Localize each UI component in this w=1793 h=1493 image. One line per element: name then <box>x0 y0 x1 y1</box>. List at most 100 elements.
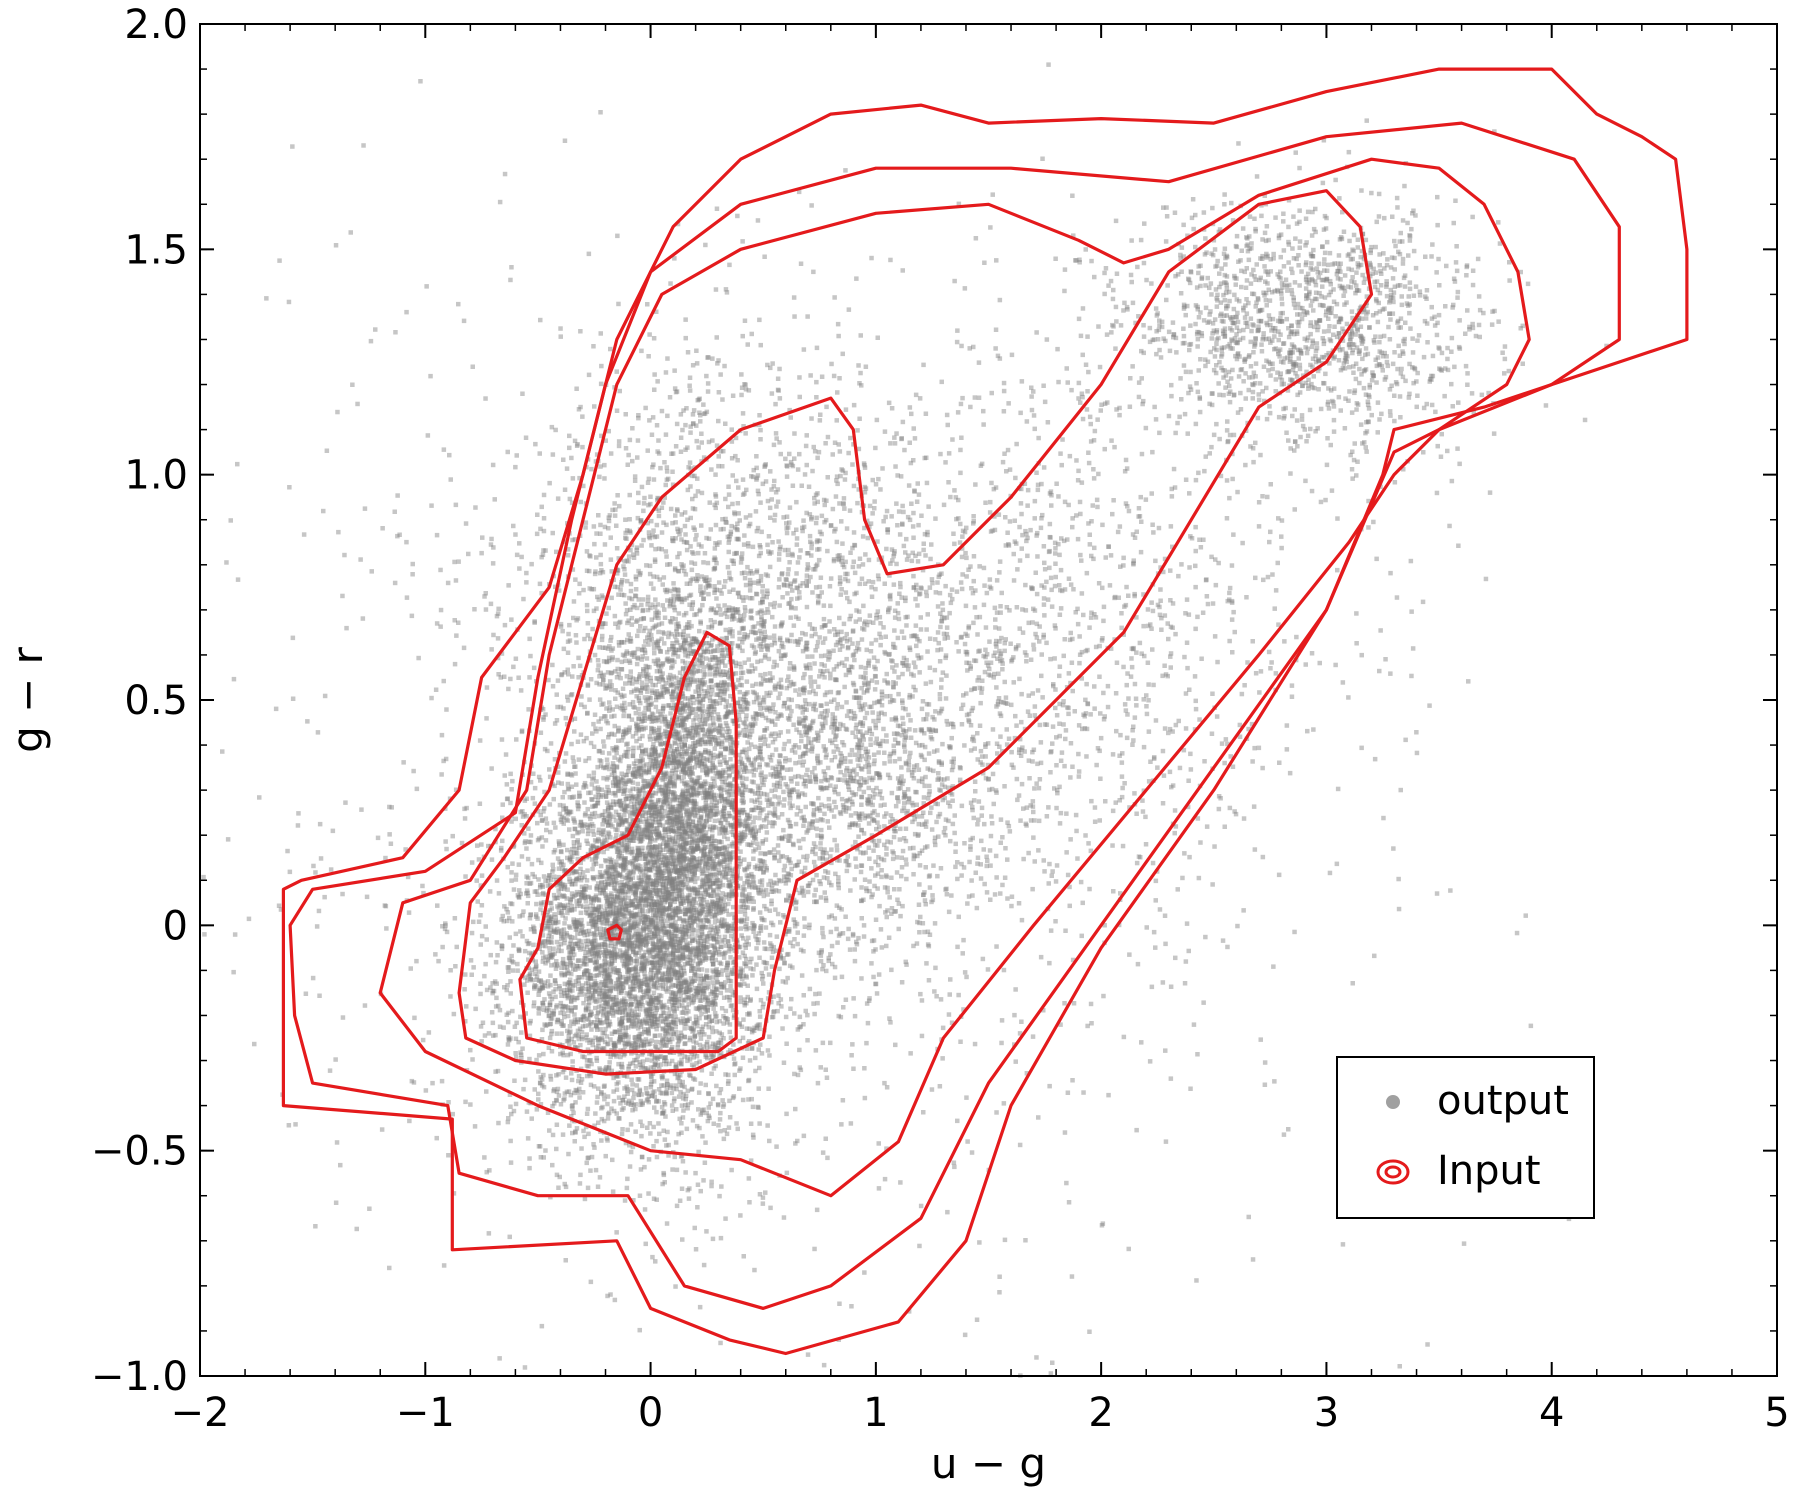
output-point <box>572 1012 577 1017</box>
output-point <box>703 1054 709 1059</box>
output-point <box>502 904 507 909</box>
output-point <box>542 789 547 795</box>
output-point <box>732 816 737 821</box>
output-point <box>660 1091 665 1096</box>
output-point <box>672 818 678 824</box>
output-point <box>682 1035 687 1040</box>
output-point <box>555 856 561 861</box>
output-point <box>708 1044 713 1049</box>
output-point <box>710 980 715 985</box>
output-point <box>572 935 578 941</box>
output-point <box>741 1017 746 1022</box>
output-point <box>627 946 632 951</box>
output-point <box>592 922 597 928</box>
output-point <box>614 997 619 1003</box>
output-point <box>572 983 577 988</box>
output-point <box>776 850 781 855</box>
output-point <box>716 1123 721 1128</box>
output-point <box>622 1086 627 1091</box>
output-point <box>644 982 649 987</box>
output-point <box>652 1033 657 1039</box>
output-point <box>802 916 807 921</box>
output-point <box>646 1191 651 1196</box>
output-point <box>696 1090 702 1095</box>
output-point <box>620 1009 625 1014</box>
output-point <box>703 792 708 798</box>
output-point <box>517 948 522 953</box>
output-point <box>620 1127 625 1132</box>
output-point <box>558 1051 563 1057</box>
output-point <box>653 1061 659 1066</box>
output-point <box>750 1104 756 1110</box>
output-point <box>579 927 585 933</box>
output-point <box>570 894 575 900</box>
output-point <box>670 908 675 914</box>
output-point <box>783 1014 789 1020</box>
output-point <box>668 1047 674 1052</box>
output-point <box>597 1019 603 1025</box>
output-point <box>638 800 643 806</box>
output-point <box>667 1007 673 1012</box>
output-point <box>625 903 630 909</box>
output-point <box>646 902 652 907</box>
output-point <box>605 1116 611 1121</box>
output-point <box>569 1009 574 1014</box>
output-point <box>522 975 528 980</box>
output-point <box>661 1172 667 1178</box>
output-point <box>654 1007 659 1013</box>
output-point <box>572 820 578 825</box>
output-point <box>548 1016 553 1021</box>
output-point <box>516 862 522 867</box>
output-point <box>513 1051 518 1056</box>
output-point <box>677 1116 682 1122</box>
output-point <box>733 1061 738 1066</box>
output-point <box>697 862 702 868</box>
output-point <box>672 1009 677 1015</box>
output-point <box>613 952 618 958</box>
output-point <box>637 800 642 805</box>
output-point <box>695 946 700 951</box>
output-point <box>781 868 787 873</box>
output-point <box>801 993 806 998</box>
output-point <box>675 1017 681 1022</box>
output-point <box>544 827 549 833</box>
output-point <box>659 929 664 934</box>
output-point <box>588 984 594 989</box>
output-point <box>635 943 640 948</box>
output-point <box>598 930 603 935</box>
output-point <box>510 861 515 866</box>
output-point <box>562 993 568 999</box>
output-point <box>592 945 598 951</box>
output-point <box>714 1029 719 1034</box>
output-point <box>759 882 765 888</box>
output-point <box>638 1024 643 1029</box>
output-point <box>650 937 655 942</box>
output-point <box>663 1090 669 1095</box>
output-point <box>699 1011 704 1017</box>
output-point <box>798 1067 804 1073</box>
output-point <box>574 926 580 932</box>
output-point <box>731 840 736 845</box>
output-point <box>744 956 749 962</box>
output-point <box>712 818 718 824</box>
output-point <box>683 931 689 936</box>
output-point <box>688 976 694 981</box>
output-point <box>585 1038 590 1043</box>
output-point <box>671 876 677 882</box>
output-point <box>525 901 530 906</box>
output-point <box>547 950 553 956</box>
output-point <box>724 967 729 973</box>
output-point <box>543 939 549 944</box>
output-point <box>821 963 826 968</box>
output-point <box>584 1111 590 1116</box>
output-point <box>589 1061 594 1067</box>
output-point <box>598 963 604 968</box>
output-point <box>664 1043 669 1048</box>
output-point <box>552 927 557 933</box>
output-point <box>623 1025 629 1030</box>
output-point <box>734 1121 739 1126</box>
output-point <box>548 914 554 919</box>
output-point <box>629 795 635 801</box>
output-point <box>563 751 569 756</box>
output-point <box>692 887 697 892</box>
